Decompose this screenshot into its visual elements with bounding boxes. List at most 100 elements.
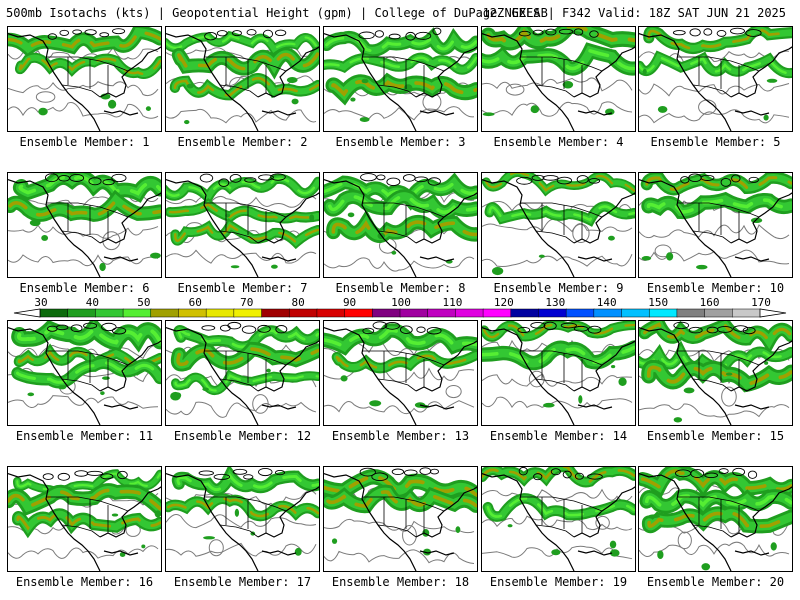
political-borders [520, 56, 603, 98]
island-outline [371, 472, 389, 482]
isotach-core [166, 497, 319, 518]
member-caption: Ensemble Member: 2 [177, 135, 308, 149]
island-outline [111, 327, 127, 335]
isotach-blob [359, 117, 370, 122]
island-outline [391, 468, 405, 475]
map-plot [324, 321, 477, 425]
isotach-blob [750, 217, 763, 224]
colorbar-tick-label: 60 [189, 296, 202, 309]
member-caption: Ensemble Member: 7 [177, 281, 308, 295]
island-outline [516, 176, 533, 185]
island-outline [246, 29, 257, 36]
island-outline [384, 321, 400, 330]
island-outline [680, 176, 690, 184]
island-outline [530, 322, 546, 329]
member-caption: Ensemble Member: 1 [19, 135, 150, 149]
colorbar-tick-label: 160 [700, 296, 720, 309]
political-borders [204, 496, 287, 538]
isotach-blob [99, 262, 106, 272]
map-plot [639, 467, 792, 571]
colorbar-swatch [39, 308, 69, 318]
ensemble-member-map [323, 320, 478, 426]
map-plot [639, 173, 792, 277]
colorbar-tick-label: 120 [494, 296, 514, 309]
isotach-core [324, 474, 477, 497]
island-outline [231, 30, 242, 37]
isotach-blob [683, 387, 695, 394]
ensemble-member-map [638, 26, 793, 132]
isotach-core [176, 472, 319, 492]
coastline [324, 33, 477, 131]
colorbar-swatch [399, 308, 429, 318]
member-caption: Ensemble Member: 14 [489, 429, 628, 443]
map-plot [324, 27, 477, 131]
ensemble-member-map [165, 26, 320, 132]
island-outline [742, 326, 756, 335]
ensemble-member-map [638, 172, 793, 278]
isotach-blob [530, 105, 540, 114]
coastline [639, 327, 792, 425]
height-contour [482, 77, 633, 92]
isotach-blob [29, 219, 41, 227]
ensemble-member-map [7, 320, 162, 426]
island-outline [270, 173, 286, 181]
island-outline [542, 175, 559, 181]
island-outline [70, 324, 83, 333]
height-contour [8, 545, 159, 559]
island-outline [588, 178, 601, 184]
isotach-core [326, 490, 477, 508]
coastline [166, 473, 319, 571]
colorbar-swatch [67, 308, 97, 318]
isotach-blob [234, 508, 240, 517]
island-outline [362, 327, 375, 335]
island-outline [587, 473, 603, 480]
isotach-core [18, 175, 161, 196]
isotach-core [335, 353, 477, 370]
isotach-blob [108, 99, 117, 109]
colorbar-swatch [122, 308, 152, 318]
isotach-blob [225, 213, 231, 218]
political-borders [46, 496, 129, 538]
isotach-core [174, 223, 319, 245]
isotach-blob [331, 538, 338, 544]
isotach-blob [763, 114, 769, 121]
ensemble-member-map [165, 172, 320, 278]
colorbar-swatch [95, 308, 124, 318]
island-outline [86, 470, 104, 476]
isotach-core [16, 472, 161, 493]
colorbar-max-arrow [759, 308, 787, 318]
isotach-blob [538, 254, 545, 258]
isotach-blob [57, 385, 67, 390]
isotach-blob [271, 264, 278, 269]
colorbar-min-arrow [13, 308, 41, 318]
isotach-core [177, 329, 319, 349]
island-outline [56, 324, 69, 331]
colorbar-swatch [261, 308, 290, 318]
height-contour [8, 395, 159, 409]
island-outline [558, 28, 574, 35]
member-caption: Ensemble Member: 18 [331, 575, 470, 589]
coastline [324, 179, 477, 277]
member-caption: Ensemble Member: 13 [331, 429, 470, 443]
isotach-core [482, 345, 635, 365]
island-outline [274, 469, 286, 476]
island-outline [216, 30, 228, 37]
isotach-blob [648, 514, 660, 519]
isotach-blob [482, 112, 495, 117]
isotach-colorbar: 30 40 50 60 70 80 90 100 110 120 130 140 150 160 170 [13, 296, 787, 318]
island-outline [556, 176, 573, 185]
coastline [166, 33, 319, 131]
height-contour [639, 109, 790, 124]
isotach-blob [294, 547, 302, 556]
ensemble-member-map [7, 26, 162, 132]
isotach-core [646, 365, 792, 387]
colorbar-tick-label: 80 [292, 296, 305, 309]
island-outline [386, 177, 401, 187]
height-contour [324, 106, 475, 121]
isotach-blob [38, 107, 48, 116]
island-outline [560, 322, 577, 329]
map-plot [166, 29, 319, 131]
height-contour [324, 549, 475, 564]
colorbar-swatch [593, 308, 623, 318]
isotach-blob [562, 80, 574, 89]
